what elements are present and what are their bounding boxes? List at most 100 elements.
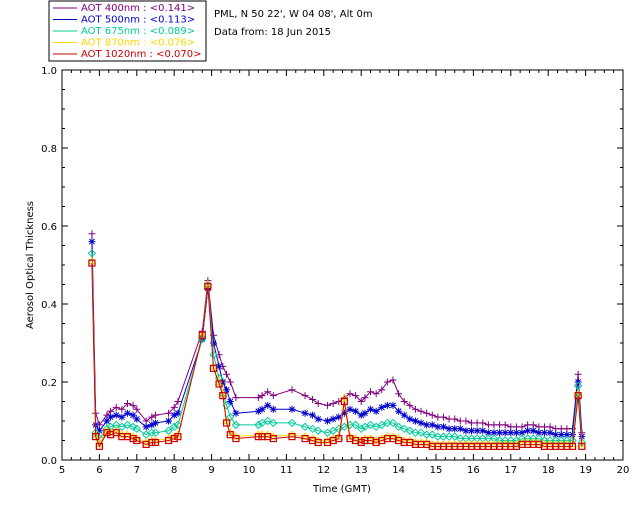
data-point-star	[546, 429, 554, 437]
data-point-diamond	[263, 416, 272, 426]
data-point-star	[314, 415, 322, 423]
data-point-star	[264, 401, 272, 409]
data-point-plus	[367, 388, 375, 396]
data-point-plus	[529, 421, 537, 429]
data-point-square	[170, 434, 178, 443]
data-point-star	[378, 403, 386, 411]
data-point-plus	[395, 390, 403, 398]
data-point-star	[462, 427, 470, 435]
data-point-plus	[324, 401, 332, 409]
data-point-plus	[378, 386, 386, 394]
legend-entry: AOT 400nm : <0.141>	[81, 3, 195, 14]
data-point-star	[88, 238, 96, 246]
data-point-plus	[129, 401, 137, 409]
x-tick-label: 20	[617, 465, 630, 476]
data-point-star	[107, 413, 115, 421]
legend-entry: AOT 870nm : <0.076>	[81, 38, 195, 49]
data-point-star	[428, 421, 436, 429]
legend-entry: AOT 500nm : <0.113>	[81, 15, 195, 26]
data-point-plus	[148, 413, 156, 421]
data-point-plus	[329, 399, 337, 407]
data-point-plus	[411, 405, 419, 413]
data-point-square	[88, 259, 96, 267]
data-point-star	[352, 407, 360, 415]
data-point-square	[254, 433, 262, 441]
x-tick-label: 17	[504, 465, 517, 476]
data-point-star	[406, 415, 414, 423]
data-point-star	[269, 405, 277, 413]
data-point-star	[451, 425, 459, 433]
data-point-diamond	[269, 418, 278, 428]
legend-value: <0.089>	[150, 26, 195, 37]
data-point-star	[112, 411, 120, 419]
x-tick-label: 9	[208, 465, 214, 476]
data-point-star	[552, 431, 560, 439]
data-point-star	[563, 431, 571, 439]
data-point-square	[340, 397, 348, 406]
data-point-square	[133, 436, 141, 445]
data-point-diamond	[308, 424, 317, 434]
data-point-square	[151, 438, 160, 447]
data-point-plus	[264, 388, 272, 396]
data-point-plus	[314, 399, 322, 407]
data-point-square	[301, 434, 309, 443]
x-axis-label: Time (GMT)	[312, 484, 371, 495]
data-point-square	[568, 442, 577, 450]
legend-sep: :	[146, 49, 156, 60]
data-point-star	[479, 427, 487, 435]
data-point-star	[301, 409, 309, 417]
data-point-diamond	[388, 418, 398, 428]
x-tick-label: 14	[392, 465, 405, 476]
legend-value: <0.113>	[150, 15, 195, 26]
series-line	[91, 261, 583, 446]
data-point-plus	[226, 378, 234, 386]
data-point-plus	[383, 378, 391, 386]
data-point-star	[417, 419, 425, 427]
data-point-diamond	[287, 418, 297, 428]
legend-sep: :	[140, 3, 150, 14]
x-tick-label: 5	[59, 465, 65, 476]
data-point-plus	[361, 394, 369, 402]
legend-name: AOT 675nm	[81, 26, 140, 37]
x-tick-label: 15	[430, 465, 443, 476]
data-point-diamond	[132, 424, 142, 434]
data-point-diamond	[313, 426, 323, 435]
data-point-square	[174, 433, 182, 441]
data-point-star	[357, 411, 365, 419]
data-point-square	[204, 282, 212, 291]
data-point-square	[95, 442, 104, 450]
data-point-diamond	[209, 350, 218, 359]
data-point-plus	[152, 411, 159, 419]
data-point-star	[118, 413, 126, 421]
x-tick-label: 7	[134, 465, 140, 476]
data-point-diamond	[128, 422, 138, 432]
data-point-plus	[352, 392, 360, 400]
data-point-star	[170, 411, 178, 419]
data-point-diamond	[169, 422, 179, 432]
data-point-diamond	[472, 434, 482, 443]
data-point-plus	[165, 409, 173, 417]
data-point-star	[434, 423, 442, 431]
legend-sep: :	[140, 38, 150, 49]
data-point-diamond	[394, 422, 403, 432]
data-point-square	[269, 434, 277, 443]
data-point-plus	[174, 398, 182, 405]
data-point-plus	[357, 398, 365, 405]
data-point-star	[569, 431, 577, 439]
data-point-star	[439, 423, 447, 431]
legend-sep: :	[140, 15, 150, 26]
data-point-plus	[574, 370, 582, 378]
data-point-diamond	[123, 420, 132, 430]
data-point-plus	[501, 421, 509, 429]
data-point-plus	[223, 370, 231, 378]
x-tick-label: 19	[579, 465, 592, 476]
x-tick-label: 12	[317, 465, 330, 476]
data-point-plus	[112, 403, 120, 411]
data-point-square	[129, 434, 137, 443]
data-point-square	[226, 431, 234, 439]
series-line	[91, 233, 583, 433]
data-point-star	[372, 407, 380, 415]
data-point-diamond	[461, 434, 471, 443]
series-4	[88, 259, 586, 450]
